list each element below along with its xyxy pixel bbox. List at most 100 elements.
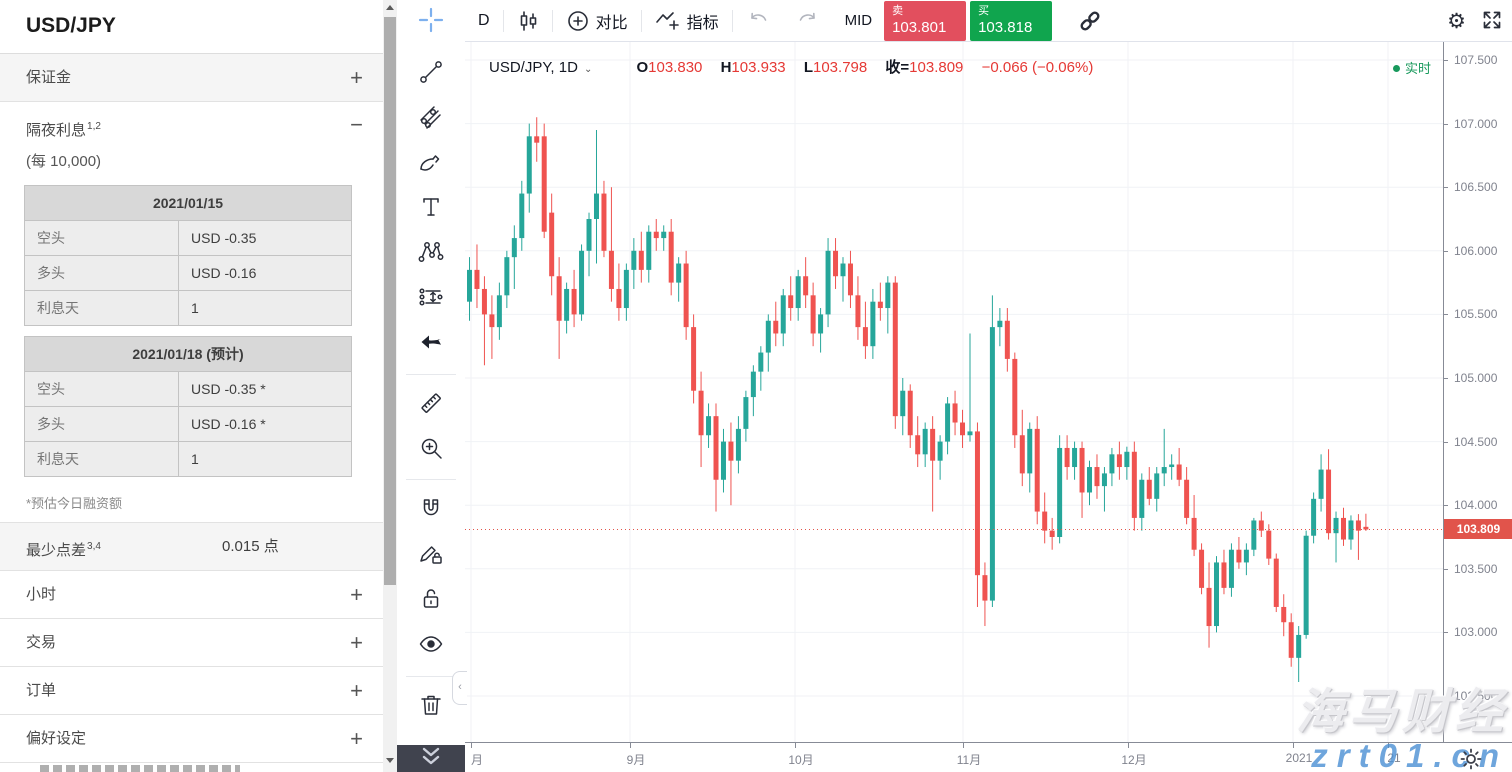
time-tick-label: 2021 — [1285, 751, 1313, 765]
copy-link-button[interactable] — [1064, 0, 1116, 42]
tool-trend-line-icon[interactable] — [414, 55, 448, 89]
row-label: 多头 — [24, 406, 179, 442]
tick-mark — [1444, 123, 1448, 125]
tool-ruler-icon[interactable] — [414, 386, 448, 420]
minus-icon[interactable]: − — [350, 112, 363, 137]
tool-text-icon[interactable] — [414, 190, 448, 224]
plus-icon[interactable]: + — [350, 582, 363, 607]
tool-lock-all-icon[interactable] — [414, 582, 448, 616]
section-小时[interactable]: 小时 + — [0, 571, 383, 619]
tick-mark — [1444, 568, 1448, 570]
scrollbar-thumb[interactable] — [384, 17, 396, 585]
legend-open-key: O — [636, 59, 649, 76]
section-订单[interactable]: 订单 + — [0, 667, 383, 715]
chevron-down-icon[interactable]: ⌄ — [583, 64, 593, 75]
section-交易[interactable]: 交易 + — [0, 619, 383, 667]
chart-canvas[interactable]: USD/JPY, 1D ⌄ O103.830 H103.933 L103.798 … — [465, 42, 1443, 742]
legend-change-value: −0.066 (−0.06%) — [981, 59, 1094, 76]
row-label: 多头 — [24, 255, 179, 291]
legend-low-key: L — [803, 59, 813, 76]
panel-collapse-handle[interactable]: ‹ — [452, 671, 467, 705]
tool-magnet-icon[interactable] — [414, 492, 448, 526]
redo-button[interactable] — [783, 0, 833, 42]
tick-mark — [1444, 314, 1448, 316]
row-value: USD -0.16 — [178, 255, 352, 291]
section-overnight-header[interactable]: 隔夜利息1,2 − — [0, 102, 383, 142]
chart-style-button[interactable] — [504, 0, 552, 42]
table-row: 空头 USD -0.35 * — [24, 371, 352, 407]
scroll-down-arrow[interactable] — [383, 753, 397, 768]
row-value: 1 — [178, 290, 352, 326]
tick-mark — [1444, 696, 1448, 697]
divider — [406, 676, 456, 677]
tool-drawing-lock-icon[interactable] — [414, 537, 448, 571]
realtime-dot-icon — [1392, 65, 1400, 72]
overnight-footnote: *预估今日融资额 — [26, 496, 123, 511]
settings-gear-icon[interactable]: ⚙ — [1441, 0, 1472, 42]
buy-button[interactable]: 买 103.818 — [970, 1, 1053, 41]
plus-icon[interactable]: + — [350, 630, 363, 655]
divider — [731, 9, 733, 32]
divider — [406, 479, 456, 480]
row-label: 空头 — [24, 371, 179, 407]
section-margin[interactable]: 保证金 + — [0, 54, 383, 102]
table-row: 利息天 1 — [24, 290, 352, 326]
indicators-button[interactable]: 指标 — [642, 0, 732, 42]
mid-price-mode-label[interactable]: MID — [844, 12, 873, 29]
chart-legend[interactable]: USD/JPY, 1D ⌄ O103.830 H103.933 L103.798 … — [489, 56, 1093, 77]
row-label: 利息天 — [24, 441, 179, 477]
legend-symbol[interactable]: USD/JPY, 1D — [489, 59, 578, 76]
tick-mark — [1293, 743, 1294, 748]
price-axis[interactable]: 103.809 107.500 107.000 106.500 106.000 105.… — [1443, 42, 1512, 772]
tick-mark — [1444, 60, 1448, 61]
section-label: 偏好设定 — [26, 730, 87, 747]
row-label: 空头 — [24, 220, 179, 256]
divider — [640, 9, 642, 32]
tool-pattern-xabcd-icon[interactable] — [414, 235, 448, 269]
time-tick-label: 10月 — [788, 753, 814, 767]
section-overnight: 隔夜利息1,2 − (每 10,000) 2021/01/15 空头 USD -0.… — [0, 102, 383, 523]
price-tick-label: 106.500 — [1454, 180, 1498, 195]
hide-drawing-toolbar-button[interactable] — [397, 745, 465, 772]
sell-button[interactable]: 卖 103.801 — [884, 1, 967, 41]
tick-mark — [471, 743, 472, 748]
tick-mark — [630, 743, 631, 748]
undo-arrow-icon — [750, 12, 766, 21]
realtime-badge: 实时 — [1392, 58, 1431, 77]
tool-gann-fibonacci-icon[interactable] — [414, 101, 448, 135]
legend-close-key: 收= — [885, 59, 910, 76]
tool-brush-icon[interactable] — [414, 146, 448, 180]
legend-close-value: 103.809 — [909, 59, 964, 76]
undo-button[interactable] — [733, 0, 783, 42]
tick-mark — [963, 743, 964, 748]
table-row: 多头 USD -0.16 * — [24, 406, 352, 442]
tool-arrow-marker-icon[interactable] — [414, 325, 448, 359]
interval-button[interactable]: D — [465, 0, 503, 42]
time-axis[interactable]: 月 9月 10月 11月 12月 2021 21 — [465, 742, 1512, 772]
section-偏好设定[interactable]: 偏好设定 + — [0, 715, 383, 763]
compare-button[interactable]: 对比 — [553, 0, 641, 42]
tool-hide-all-icon[interactable] — [414, 627, 448, 661]
legend-open-value: 103.830 — [648, 59, 703, 76]
time-tick-label: 9月 — [626, 753, 646, 767]
divider — [551, 9, 553, 32]
scroll-up-arrow[interactable] — [383, 0, 397, 15]
plus-icon[interactable]: + — [350, 726, 363, 751]
tool-remove-all-icon[interactable] — [414, 688, 448, 722]
tool-zoom-in-icon[interactable] — [414, 431, 448, 465]
overnight-unit-note: (每 10,000) — [26, 153, 102, 170]
sidebar-scrollbar[interactable] — [383, 0, 397, 772]
plus-icon[interactable]: + — [350, 65, 363, 90]
fullscreen-icon[interactable] — [1474, 0, 1510, 42]
candlestick-chart[interactable] — [465, 42, 1443, 742]
tool-forecast-icon[interactable] — [414, 280, 448, 314]
table-row: 空头 USD -0.35 — [24, 220, 352, 256]
section-margin-label: 保证金 — [26, 69, 72, 86]
row-value: USD -0.35 — [178, 220, 352, 256]
price-tick-label: 107.500 — [1454, 53, 1498, 67]
plus-icon[interactable]: + — [350, 678, 363, 703]
tool-crosshair-icon[interactable] — [414, 3, 448, 37]
price-tick-label: 102.500 — [1454, 689, 1498, 703]
tick-mark — [1444, 632, 1448, 634]
symbol-info-panel: USD/JPY 保证金 + 隔夜利息1,2 − (每 10,000) 2021/… — [0, 0, 383, 772]
